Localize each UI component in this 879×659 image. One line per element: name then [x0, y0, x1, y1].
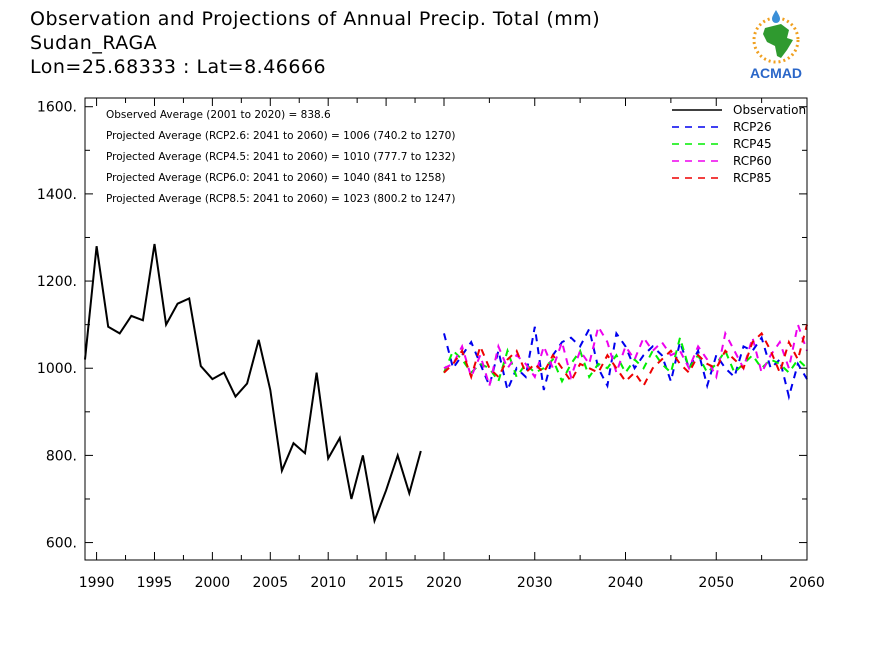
x-tick-label: 2010: [310, 575, 346, 591]
acmad-logo: ACMAD: [750, 10, 802, 81]
africa-map-icon: [752, 10, 800, 64]
x-tick-label: 2020: [426, 575, 462, 591]
axis-ticks: [85, 98, 808, 560]
legend-label: Observation: [733, 103, 806, 117]
y-tick-label: 1400.: [37, 187, 77, 203]
page-title: Observation and Projections of Annual Pr…: [30, 8, 601, 30]
series-line-rcp85: [443, 324, 808, 388]
series-layer: [84, 243, 808, 525]
x-tick-label: 2015: [368, 575, 404, 591]
x-tick-label: 1990: [79, 575, 115, 591]
x-axis-labels: 1990 1995 2000 2005 2010 2015 2020 2030 2040 2050…: [79, 575, 825, 591]
x-tick-label: 2040: [608, 575, 644, 591]
series-line-observation: [84, 243, 422, 525]
legend-label: RCP26: [733, 120, 772, 134]
y-axis-labels: 600. 800. 1000. 1200. 1400. 1600.: [37, 100, 77, 552]
average-annotation: Observed Average (2001 to 2020) = 838.6: [106, 109, 331, 121]
x-tick-label: 1995: [137, 575, 173, 591]
logo-text: ACMAD: [750, 65, 802, 81]
x-tick-label: 2050: [698, 575, 734, 591]
y-tick-label: 1200.: [37, 274, 77, 290]
y-tick-label: 1000.: [37, 361, 77, 377]
average-annotation: Projected Average (RCP4.5: 2041 to 2060)…: [106, 151, 455, 163]
x-tick-label: 2060: [789, 575, 825, 591]
legend: Observation RCP26 RCP45 RCP60 RCP85: [672, 103, 806, 185]
plot-frame: [84, 97, 808, 561]
legend-label: RCP60: [733, 154, 772, 168]
x-tick-label: 2005: [252, 575, 288, 591]
coordinates-label: Lon=25.68333 : Lat=8.46666: [30, 56, 327, 78]
average-annotation: Projected Average (RCP2.6: 2041 to 2060)…: [106, 130, 455, 142]
y-tick-label: 600.: [46, 536, 77, 552]
x-tick-label: 2030: [517, 575, 553, 591]
series-line-rcp26: [443, 326, 808, 401]
legend-label: RCP45: [733, 137, 772, 151]
average-annotation: Projected Average (RCP6.0: 2041 to 2060)…: [106, 172, 445, 184]
location-name: Sudan_RAGA: [30, 32, 158, 54]
legend-label: RCP85: [733, 171, 772, 185]
y-tick-label: 1600.: [37, 100, 77, 116]
x-tick-label: 2000: [195, 575, 231, 591]
annotations: Observed Average (2001 to 2020) = 838.6 P…: [106, 109, 455, 205]
y-tick-label: 800.: [46, 448, 77, 464]
average-annotation: Projected Average (RCP8.5: 2041 to 2060)…: [106, 193, 455, 205]
